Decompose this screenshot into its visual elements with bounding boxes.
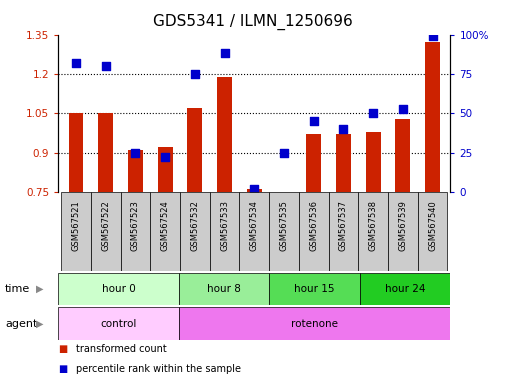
Bar xyxy=(91,192,120,271)
Text: percentile rank within the sample: percentile rank within the sample xyxy=(76,364,240,374)
Bar xyxy=(298,192,328,271)
Bar xyxy=(158,147,172,192)
Bar xyxy=(387,192,417,271)
Text: GDS5341 / ILMN_1250696: GDS5341 / ILMN_1250696 xyxy=(153,13,352,30)
Point xyxy=(72,60,80,66)
Point xyxy=(398,106,406,112)
Bar xyxy=(269,192,298,271)
Bar xyxy=(306,134,321,192)
Bar xyxy=(424,43,439,192)
Bar xyxy=(178,273,269,305)
Text: control: control xyxy=(100,318,136,329)
Bar xyxy=(61,192,91,271)
Text: hour 8: hour 8 xyxy=(207,284,240,294)
Text: hour 24: hour 24 xyxy=(384,284,425,294)
Point xyxy=(220,50,228,56)
Text: hour 15: hour 15 xyxy=(294,284,334,294)
Bar xyxy=(69,113,83,192)
Point xyxy=(279,150,287,156)
Point xyxy=(131,150,139,156)
Point xyxy=(190,71,198,77)
Bar xyxy=(365,132,380,192)
Text: ■: ■ xyxy=(58,344,67,354)
Bar xyxy=(217,76,231,192)
Bar xyxy=(58,307,178,340)
Text: hour 0: hour 0 xyxy=(102,284,135,294)
Text: GSM567537: GSM567537 xyxy=(338,200,347,251)
Text: time: time xyxy=(5,284,30,294)
Bar xyxy=(335,134,350,192)
Bar xyxy=(239,192,269,271)
Point xyxy=(309,118,317,124)
Text: GSM567539: GSM567539 xyxy=(397,200,407,251)
Bar xyxy=(98,113,113,192)
Point xyxy=(161,154,169,161)
Bar xyxy=(417,192,446,271)
Text: GSM567536: GSM567536 xyxy=(309,200,318,251)
Bar xyxy=(358,192,387,271)
Bar xyxy=(128,150,142,192)
Bar xyxy=(180,192,209,271)
Text: GSM567522: GSM567522 xyxy=(101,200,110,251)
Point xyxy=(339,126,347,132)
Text: rotenone: rotenone xyxy=(290,318,337,329)
Bar xyxy=(209,192,239,271)
Text: agent: agent xyxy=(5,318,37,329)
Text: GSM567521: GSM567521 xyxy=(71,200,80,251)
Text: GSM567534: GSM567534 xyxy=(249,200,258,251)
Bar xyxy=(120,192,150,271)
Text: GSM567540: GSM567540 xyxy=(427,200,436,251)
Text: GSM567538: GSM567538 xyxy=(368,200,377,251)
Text: ▶: ▶ xyxy=(36,284,44,294)
Text: ■: ■ xyxy=(58,364,67,374)
Text: GSM567523: GSM567523 xyxy=(131,200,140,251)
Bar xyxy=(394,119,410,192)
Text: transformed count: transformed count xyxy=(76,344,166,354)
Text: ▶: ▶ xyxy=(36,318,44,329)
Point xyxy=(102,63,110,69)
Text: GSM567524: GSM567524 xyxy=(160,200,169,251)
Bar xyxy=(187,108,202,192)
Bar xyxy=(246,189,261,192)
Text: GSM567532: GSM567532 xyxy=(190,200,199,251)
Text: GSM567535: GSM567535 xyxy=(279,200,288,251)
Bar xyxy=(359,273,449,305)
Bar xyxy=(328,192,358,271)
Bar xyxy=(150,192,180,271)
Point xyxy=(428,33,436,39)
Point xyxy=(368,110,376,116)
Bar xyxy=(178,307,449,340)
Text: GSM567533: GSM567533 xyxy=(220,200,229,251)
Point xyxy=(250,186,258,192)
Bar xyxy=(269,273,359,305)
Bar xyxy=(58,273,178,305)
